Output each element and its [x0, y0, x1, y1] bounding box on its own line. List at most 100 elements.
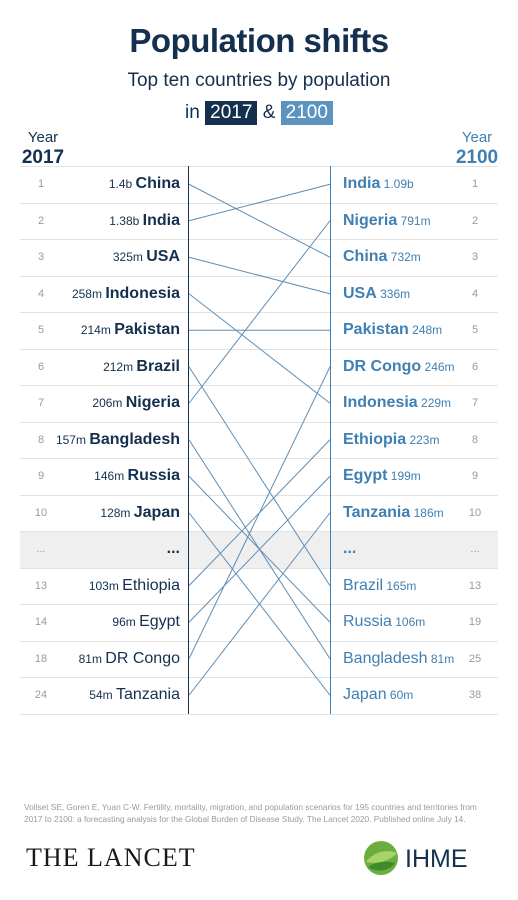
right-column-header: Year 2100	[448, 128, 506, 168]
country-name-2100: USA	[343, 284, 377, 302]
rank-2100: 38	[468, 689, 482, 701]
rank-link-indonesia	[188, 293, 331, 404]
chart-subtitle: Top ten countries by population	[127, 70, 391, 91]
rank-2100: 19	[468, 616, 482, 628]
country-name-2017: Brazil	[136, 357, 180, 375]
population-2100: 1.09b	[380, 177, 414, 191]
rank-2100: 13	[468, 579, 482, 592]
country-2017: 81m DR Congo	[79, 641, 180, 677]
country-name-2100: China	[343, 248, 388, 265]
rank-2100: 4	[471, 287, 479, 300]
population-2100: 246m	[421, 359, 455, 374]
rank-2017: 14	[34, 616, 48, 628]
population-2100: 229m	[417, 396, 452, 410]
rank-link-india	[188, 183, 331, 222]
country-2017: 1.4b China	[109, 166, 180, 202]
rank-2017: 8	[37, 433, 45, 446]
population-2017: 96m	[112, 615, 140, 629]
year-badge-2100: 2100	[280, 101, 333, 125]
population-2017: 54m	[89, 688, 116, 702]
population-2100: 60m	[386, 688, 414, 702]
left-year-label: Year	[27, 129, 59, 146]
population-2100: 791m	[397, 213, 431, 228]
population-2017: 206m	[92, 396, 126, 410]
rank-link-tanzania	[188, 512, 331, 696]
subtitle-prefix: in	[185, 102, 200, 123]
country-name-2100: Pakistan	[343, 321, 409, 338]
country-2017: 325m USA	[113, 239, 180, 275]
rank-2017: 9	[37, 470, 45, 482]
country-name-2100: Japan	[343, 686, 387, 703]
rank-2100: ...	[470, 543, 480, 555]
country-name-2017: Indonesia	[105, 284, 180, 302]
country-name-2017: Tanzania	[115, 686, 180, 703]
rank-2017: 10	[34, 506, 48, 519]
country-name-2017: China	[135, 175, 180, 192]
country-2017: 206m Nigeria	[92, 385, 180, 421]
population-2017: 258m	[71, 286, 106, 301]
country-2100: Ethiopia 223m	[343, 422, 439, 458]
population-2100: 165m	[383, 578, 417, 593]
rank-2017: 5	[37, 324, 45, 336]
left-year-value: 2017	[21, 147, 65, 168]
country-name-2017: Russia	[127, 467, 180, 484]
row-divider	[20, 640, 498, 642]
rank-2100: 3	[471, 251, 479, 263]
country-2100: Russia 106m	[343, 604, 425, 640]
country-name-2017: Egypt	[139, 613, 180, 630]
row-divider	[20, 421, 498, 423]
population-2017: 81m	[78, 651, 106, 666]
rank-2017: 13	[34, 579, 48, 592]
country-2100: Pakistan 248m	[343, 312, 442, 348]
rank-2017: 7	[37, 397, 45, 409]
rank-2017: 24	[34, 689, 48, 701]
chart-subtitle-years: in 2017 & 2100	[0, 101, 518, 125]
rank-2017: 2	[37, 214, 45, 227]
rank-2017: 6	[37, 360, 45, 373]
rank-2017: 1	[37, 178, 45, 190]
country-2100: Tanzania 186m	[343, 495, 444, 531]
population-2017: 212m	[103, 359, 137, 374]
country-name-2017: Pakistan	[114, 321, 180, 338]
row-divider	[20, 458, 498, 459]
row-divider	[20, 166, 498, 167]
population-2017: 103m	[88, 578, 123, 593]
country-name-2100: Indonesia	[343, 394, 418, 411]
country-name-2017: Nigeria	[125, 394, 180, 411]
country-2017: 258m Indonesia	[72, 276, 180, 312]
country-name-2100: ...	[343, 540, 357, 557]
row-divider	[20, 494, 498, 496]
rank-link-dr-congo	[188, 366, 331, 659]
country-2017: 54m Tanzania	[89, 677, 180, 713]
population-2017: 214m	[80, 323, 115, 337]
axis-2100	[330, 166, 331, 714]
rank-2100: 9	[471, 470, 479, 482]
country-2017: 1.38b India	[109, 203, 180, 239]
population-2017: 325m	[112, 250, 147, 264]
right-year-value: 2100	[455, 147, 499, 168]
rank-link-brazil	[188, 366, 331, 587]
left-column-header: Year 2017	[14, 128, 72, 168]
row-divider	[20, 567, 498, 569]
source-citation: Vollset SE, Goren E, Yuan C-W. Fertility…	[24, 802, 477, 824]
row-divider	[20, 713, 498, 715]
country-name-2017: India	[142, 211, 180, 229]
country-2100: Nigeria 791m	[343, 203, 431, 239]
row-divider	[20, 348, 498, 350]
country-2100: Indonesia 229m	[343, 385, 451, 421]
ihme-logo: IHME	[405, 845, 468, 873]
country-name-2017: USA	[146, 248, 180, 265]
rank-2017: ...	[36, 543, 46, 555]
country-2017: 212m Brazil	[103, 349, 180, 385]
rank-link-china	[188, 183, 331, 258]
country-2100: USA 336m	[343, 276, 410, 312]
country-2017: 157m Bangladesh	[56, 422, 180, 458]
rank-2100: 6	[471, 360, 479, 373]
population-2100: 336m	[376, 286, 411, 301]
country-2017: 96m Egypt	[112, 604, 180, 640]
row-divider	[20, 385, 498, 386]
rank-link-usa	[188, 256, 331, 295]
population-2100: 223m	[406, 432, 440, 447]
country-2100: Egypt 199m	[343, 458, 421, 494]
